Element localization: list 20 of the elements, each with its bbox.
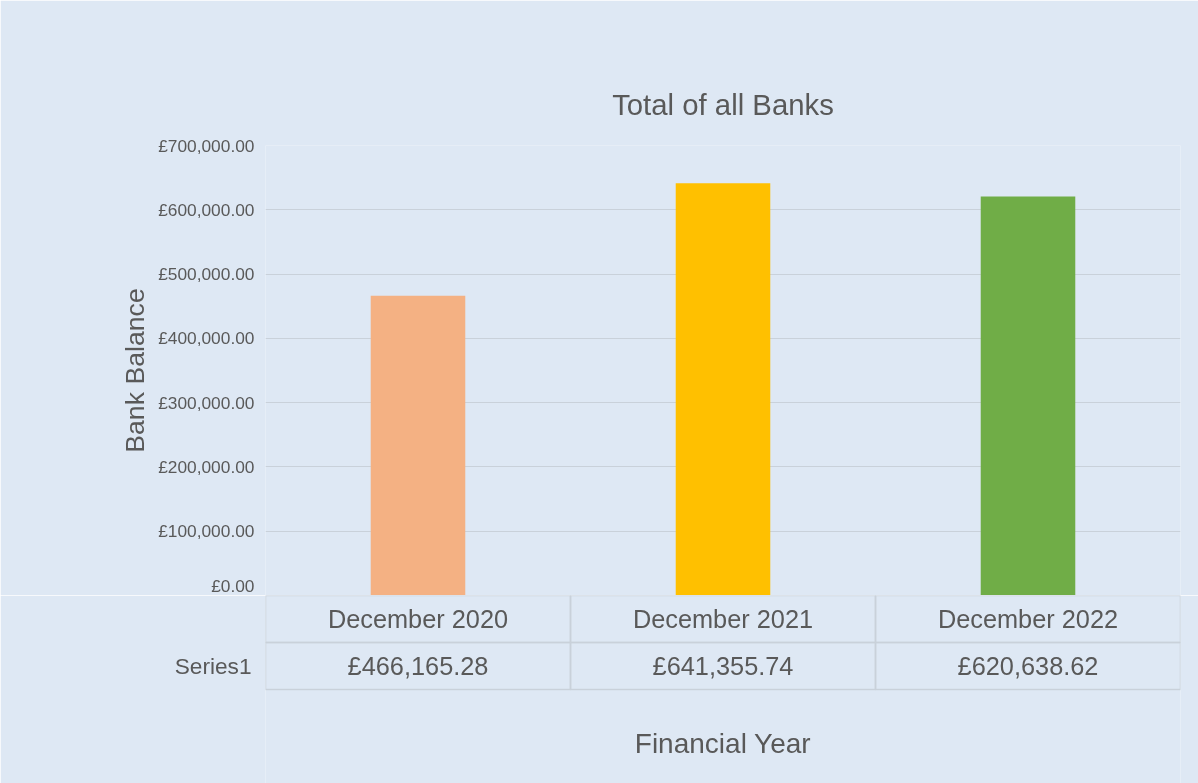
y-tick-label: £300,000.00 (158, 392, 255, 413)
y-tick-label: £600,000.00 (158, 199, 255, 220)
chart-title: Total of all Banks (612, 87, 834, 121)
y-tick-label: £100,000.00 (158, 521, 255, 542)
y-axis-title: Bank Balance (120, 288, 151, 453)
bar (980, 196, 1076, 595)
y-tick-label: £500,000.00 (158, 264, 255, 285)
y-tick-label: £0.00 (211, 575, 255, 596)
data-label: £641,355.74 (652, 652, 794, 680)
x-tick-label: December 2022 (937, 605, 1119, 633)
y-tick-label: £400,000.00 (158, 328, 255, 349)
y-tick-label: £700,000.00 (158, 135, 255, 156)
bar (370, 295, 466, 595)
y-tick-label: £200,000.00 (158, 456, 255, 477)
data-label: £620,638.62 (957, 652, 1099, 680)
data-label: £466,165.28 (347, 652, 489, 680)
x-axis-title: Financial Year (634, 728, 811, 759)
x-tick-label: December 2021 (632, 605, 814, 633)
text: Series1 (174, 653, 252, 679)
x-tick-label: December 2020 (327, 605, 509, 633)
